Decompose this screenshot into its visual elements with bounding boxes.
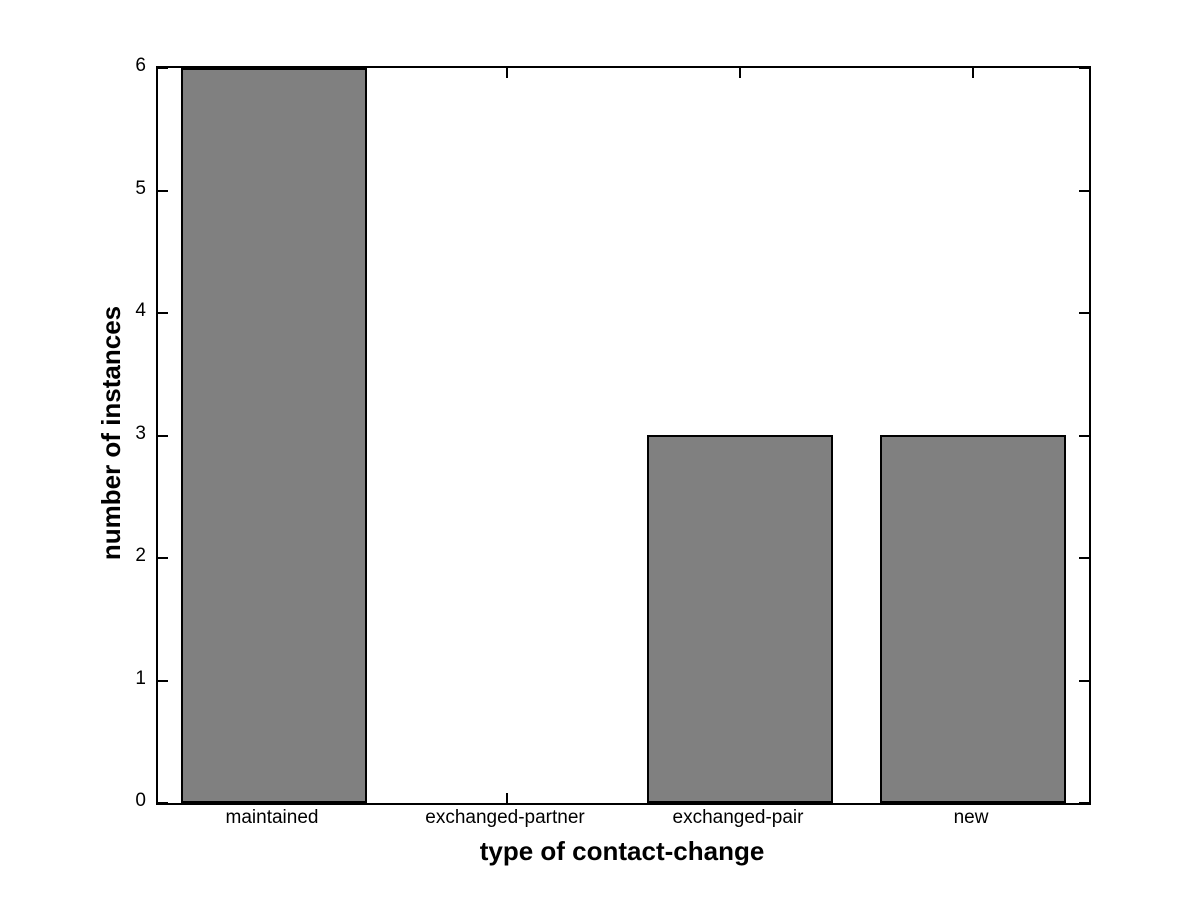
y-tick-right [1079,802,1089,804]
y-tick-left [158,680,168,682]
y-tick-left [158,67,168,69]
x-axis-label: type of contact-change [479,836,765,866]
bar-new [880,435,1066,803]
y-tick-right [1079,312,1089,314]
y-tick-left [158,435,168,437]
y-tick-left [158,190,168,192]
x-tick-label: exchanged-partner [425,807,585,828]
y-tick-left [158,802,168,804]
y-tick-right [1079,557,1089,559]
y-tick-label: 5 [135,178,146,199]
x-tick-label: exchanged-pair [672,807,804,828]
x-tick-bottom [506,793,508,803]
y-tick-left [158,557,168,559]
y-tick-right [1079,680,1089,682]
bar-maintained [181,68,367,803]
x-tick-top [506,68,508,78]
y-tick-left [158,312,168,314]
x-tick-top [972,68,974,78]
y-tick-label: 1 [135,668,146,689]
y-tick-right [1079,435,1089,437]
x-tick-label: new [953,807,989,828]
y-tick-right [1079,190,1089,192]
y-tick-label: 2 [135,545,146,566]
plot-area [156,66,1091,805]
y-tick-label: 3 [135,423,146,444]
x-tick-top [739,68,741,78]
y-tick-label: 4 [135,300,146,321]
x-tick-label: maintained [225,807,319,828]
bar-exchanged-pair [647,435,833,803]
y-tick-right [1079,67,1089,69]
y-tick-label: 6 [135,55,146,76]
y-tick-label: 0 [135,790,146,811]
